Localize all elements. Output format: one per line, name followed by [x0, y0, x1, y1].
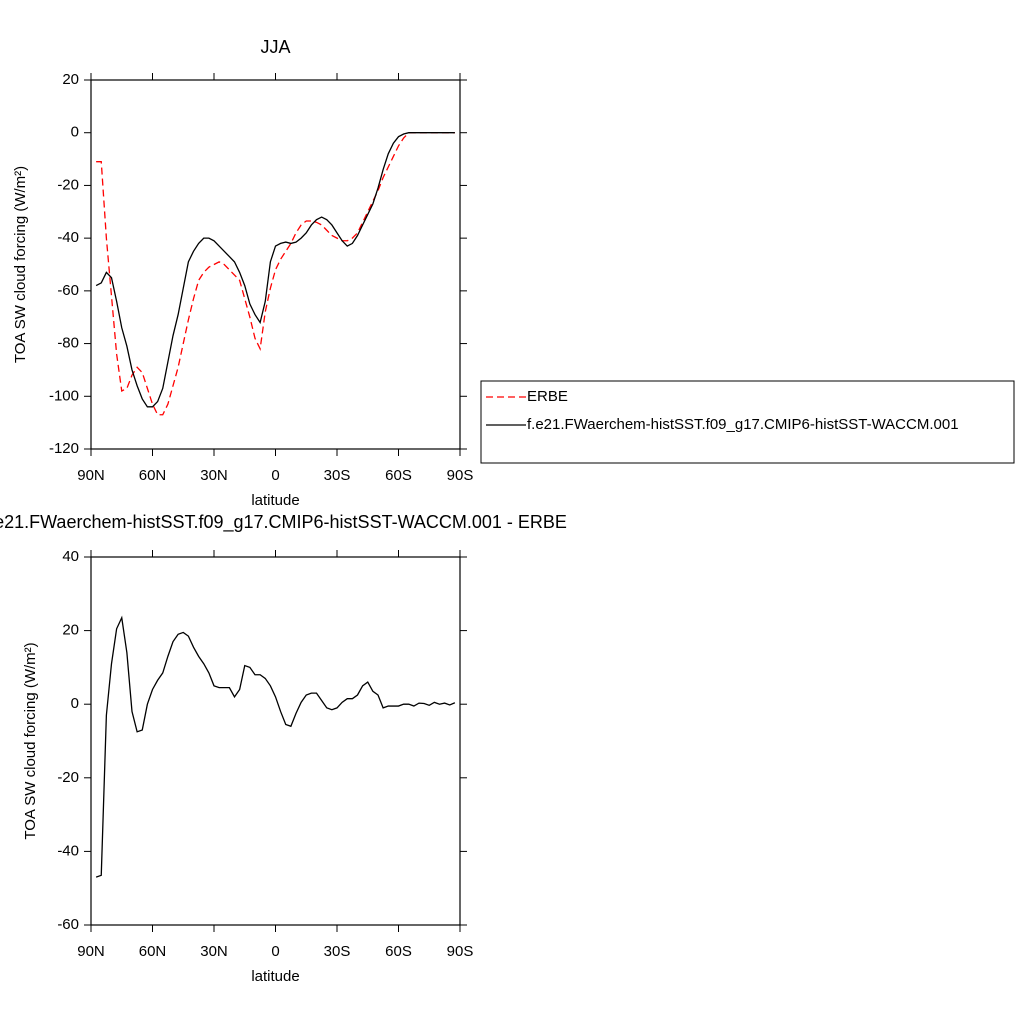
y-tick-label: 20 [62, 71, 79, 88]
x-axis-label: latitude [251, 492, 299, 509]
legend-label: f.e21.FWaerchem-histSST.f09_g17.CMIP6-hi… [527, 416, 959, 433]
x-tick-label: 0 [271, 467, 279, 484]
x-tick-label: 60S [385, 467, 412, 484]
x-tick-label: 90N [77, 943, 105, 960]
chart-title: JJA [260, 37, 290, 57]
x-tick-label: 30S [324, 943, 351, 960]
y-tick-label: -80 [57, 335, 79, 352]
x-tick-label: 90S [447, 943, 474, 960]
legend-label: ERBE [527, 388, 568, 405]
y-tick-label: -20 [57, 769, 79, 786]
y-tick-label: 40 [62, 548, 79, 565]
legend-box [480, 380, 1015, 464]
y-tick-label: -40 [57, 842, 79, 859]
y-tick-label: 0 [71, 695, 79, 712]
x-axis-label: latitude [251, 968, 299, 985]
chart-title: f.e21.FWaerchem-histSST.f09_g17.CMIP6-hi… [0, 512, 567, 533]
x-tick-label: 60N [139, 467, 167, 484]
x-tick-label: 90N [77, 467, 105, 484]
x-tick-label: 90S [447, 467, 474, 484]
y-tick-label: -20 [57, 176, 79, 193]
x-tick-label: 60N [139, 943, 167, 960]
x-tick-label: 30S [324, 467, 351, 484]
y-axis-label: TOA SW cloud forcing (W/m²) [22, 642, 39, 839]
data-line [95, 132, 455, 408]
y-axis-label: TOA SW cloud forcing (W/m²) [12, 166, 29, 363]
y-tick-label: -60 [57, 282, 79, 299]
x-tick-label: 30N [200, 467, 228, 484]
y-tick-label: -100 [49, 387, 79, 404]
y-tick-label: -60 [57, 916, 79, 933]
y-tick-label: -40 [57, 229, 79, 246]
x-tick-label: 60S [385, 943, 412, 960]
y-tick-label: -120 [49, 440, 79, 457]
x-tick-label: 0 [271, 943, 279, 960]
data-line [96, 132, 455, 416]
x-tick-label: 30N [200, 943, 228, 960]
plot-frame [90, 79, 461, 450]
y-tick-label: 0 [71, 124, 79, 141]
y-tick-label: 20 [62, 622, 79, 639]
data-line [95, 615, 456, 878]
plot-frame [90, 556, 461, 926]
